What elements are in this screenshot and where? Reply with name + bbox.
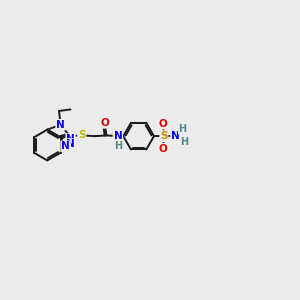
Text: H: H xyxy=(180,136,188,147)
Text: O: O xyxy=(159,144,168,154)
Text: S: S xyxy=(160,131,168,141)
Text: N: N xyxy=(61,141,70,151)
Text: H: H xyxy=(114,141,122,151)
Text: N: N xyxy=(66,139,74,149)
Text: N: N xyxy=(113,131,122,141)
Text: N: N xyxy=(171,131,180,141)
Text: N: N xyxy=(56,120,65,130)
Text: O: O xyxy=(159,118,168,129)
Text: N: N xyxy=(66,134,75,144)
Text: H: H xyxy=(178,124,187,134)
Text: S: S xyxy=(78,130,85,140)
Text: O: O xyxy=(100,118,109,128)
